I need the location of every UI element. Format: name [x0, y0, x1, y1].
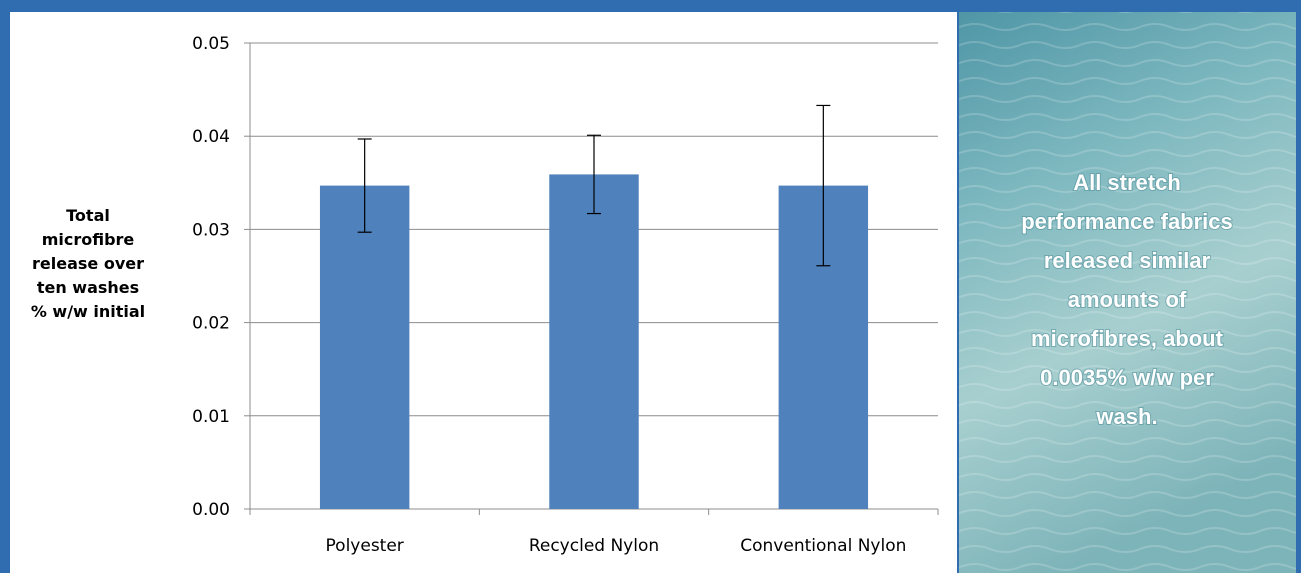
annotation: All stretch [1073, 170, 1181, 195]
bar [319, 185, 410, 509]
y-tick-label: 0.03 [192, 220, 230, 240]
water-ripple [959, 12, 1296, 573]
y-tick-label: 0.00 [192, 500, 230, 520]
x-tick-label: Polyester [326, 536, 404, 556]
bar [549, 174, 639, 510]
y-tick-label: 0.05 [192, 34, 230, 54]
y-axis-label: ten washes [37, 278, 139, 297]
error-bar [816, 104, 831, 267]
y-tick-label: 0.04 [192, 127, 230, 147]
x-tick-label: Conventional Nylon [740, 536, 906, 556]
annotation: microfibres, about [1031, 326, 1224, 351]
y-tick-label: 0.01 [192, 407, 230, 427]
annotation: performance fabrics [1021, 209, 1233, 234]
annotation: wash. [1095, 404, 1157, 429]
annotation: 0.0035% w/w per [1040, 365, 1214, 390]
error-bar [357, 138, 372, 233]
annotation: released similar [1044, 248, 1211, 273]
y-axis-label: % w/w initial [31, 302, 145, 321]
y-axis-label: release over [32, 254, 144, 273]
x-tick-label: Recycled Nylon [529, 536, 659, 556]
annotation: amounts of [1068, 287, 1187, 312]
y-axis-label: microfibre [42, 230, 135, 249]
error-bar [587, 134, 601, 215]
y-tick-label: 0.02 [192, 314, 230, 334]
y-axis-label: Total [66, 206, 110, 225]
